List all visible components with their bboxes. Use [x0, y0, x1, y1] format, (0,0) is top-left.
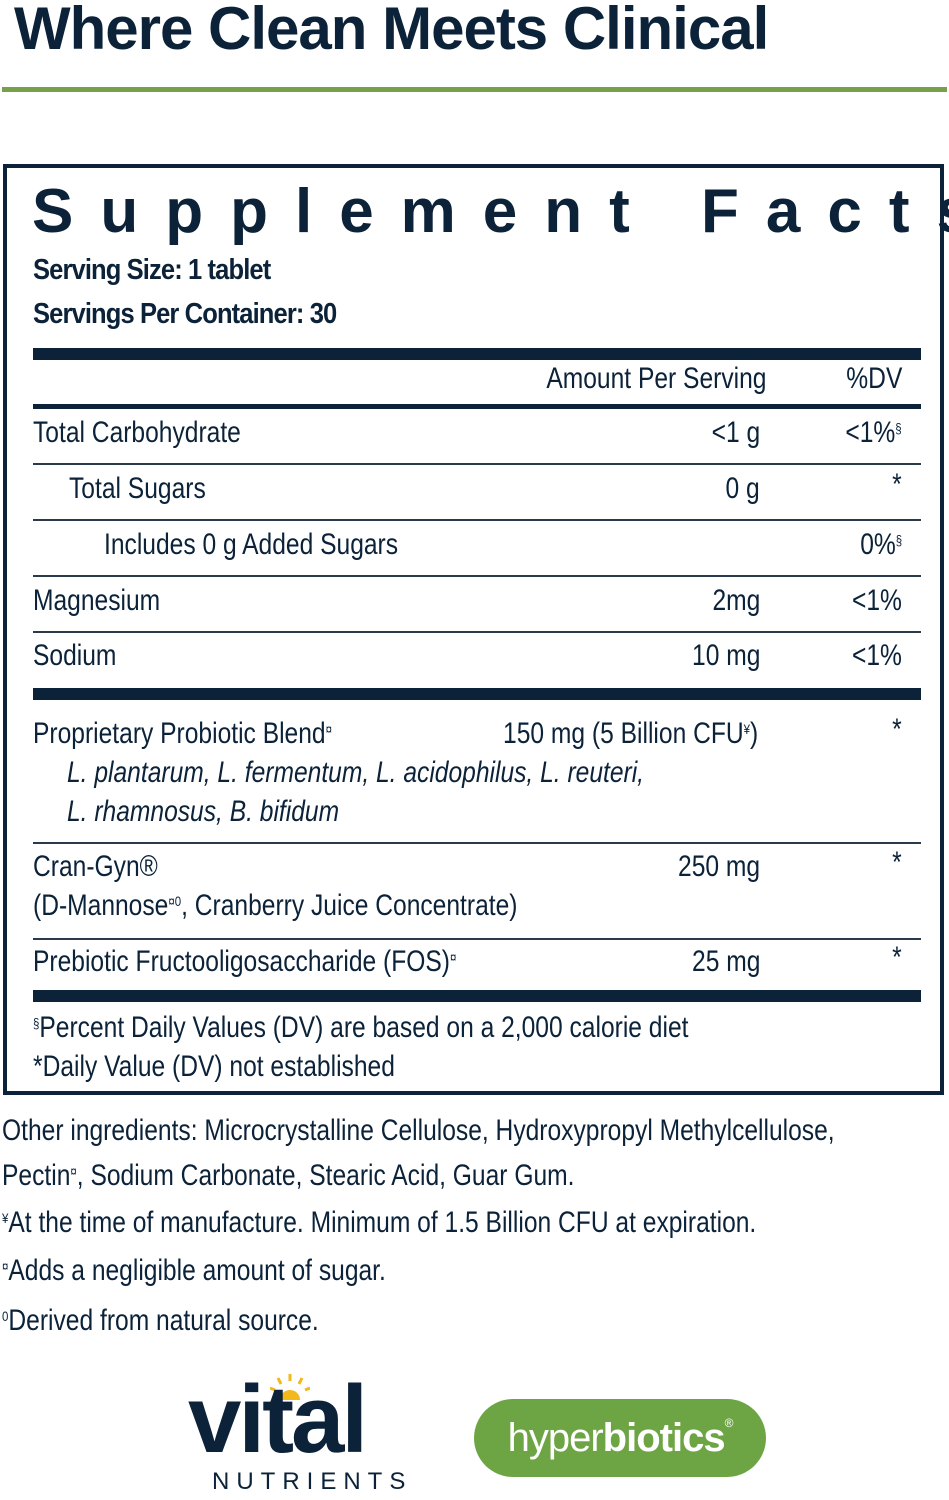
row-divider	[33, 519, 921, 521]
nutrient-amount: 0 g	[725, 472, 760, 505]
col-header-dv: %DV	[845, 362, 902, 395]
thick-divider	[33, 688, 921, 700]
serving-size: Serving Size: 1 tablet	[33, 254, 271, 286]
ingredient-name: Prebiotic Fructooligosaccharide (FOS)¤	[33, 945, 457, 978]
nutrients-wordmark: NUTRIENTS	[212, 1468, 413, 1495]
note-natural-source: 0Derived from natural source.	[2, 1304, 319, 1337]
nutrient-name: Magnesium	[33, 584, 161, 617]
ingredient-detail: L. plantarum, L. fermentum, L. acidophil…	[67, 756, 645, 789]
ingredient-dv: *	[892, 941, 902, 974]
ingredient-amount: 150 mg (5 Billion CFU¥)	[502, 717, 758, 750]
nutrient-name: Total Sugars	[69, 472, 206, 505]
thick-divider	[33, 348, 921, 360]
nutrient-dv: <1%§	[845, 416, 902, 449]
vital-wordmark: vital	[188, 1366, 368, 1473]
note-cfu: ¥At the time of manufacture. Minimum of …	[2, 1206, 757, 1239]
vital-nutrients-logo: vital NUTRIENTS	[188, 1372, 428, 1500]
ingredient-name: Proprietary Probiotic Blend¤	[33, 717, 333, 750]
note-sugar: ¤Adds a negligible amount of sugar.	[2, 1254, 386, 1287]
nutrient-amount: <1 g	[711, 416, 760, 449]
nutrient-name: Includes 0 g Added Sugars	[104, 528, 399, 561]
ingredient-dv: *	[892, 846, 902, 879]
medium-divider	[33, 404, 921, 409]
row-divider	[33, 631, 921, 633]
servings-per-container: Servings Per Container: 30	[33, 298, 337, 330]
nutrient-name: Sodium	[33, 639, 117, 672]
row-divider	[33, 938, 921, 940]
other-ingredients-line-1: Other ingredients: Microcrystalline Cell…	[2, 1114, 835, 1147]
row-divider	[33, 575, 921, 577]
row-divider	[33, 463, 921, 465]
ingredient-detail: L. rhamnosus, B. bifidum	[67, 795, 340, 828]
nutrient-dv: <1%	[852, 584, 902, 617]
nutrient-amount: 2mg	[712, 584, 760, 617]
ingredient-amount: 25 mg	[691, 945, 760, 978]
ingredient-sub: (D-Mannose¤0, Cranberry Juice Concentrat…	[33, 889, 518, 922]
facts-title: Supplement Facts	[32, 177, 949, 246]
other-ingredients-line-2: Pectin¤, Sodium Carbonate, Stearic Acid,…	[2, 1159, 575, 1192]
ingredient-name: Cran-Gyn®	[33, 850, 158, 883]
row-divider	[33, 842, 921, 844]
nutrient-dv: <1%	[852, 639, 902, 672]
green-divider	[2, 87, 947, 92]
nutrient-dv: 0%§	[860, 528, 902, 561]
ingredient-dv: *	[892, 713, 902, 746]
page-headline: Where Clean Meets Clinical	[14, 0, 769, 62]
nutrient-amount: 10 mg	[691, 639, 760, 672]
supplement-facts-panel: Supplement Facts Serving Size: 1 tablet …	[3, 164, 949, 1095]
footnote-star: *Daily Value (DV) not established	[33, 1050, 395, 1083]
nutrient-dv: *	[892, 468, 902, 501]
hyperbiotics-wordmark: hyperbiotics®	[507, 1415, 734, 1460]
col-header-amount: Amount Per Serving	[545, 362, 766, 395]
footnote-dv: §Percent Daily Values (DV) are based on …	[33, 1011, 689, 1044]
thick-divider	[33, 990, 921, 1002]
ingredient-amount: 250 mg	[677, 850, 760, 883]
nutrient-name: Total Carbohydrate	[33, 416, 241, 449]
hyperbiotics-logo: hyperbiotics®	[474, 1399, 766, 1477]
sun-icon	[270, 1374, 310, 1400]
